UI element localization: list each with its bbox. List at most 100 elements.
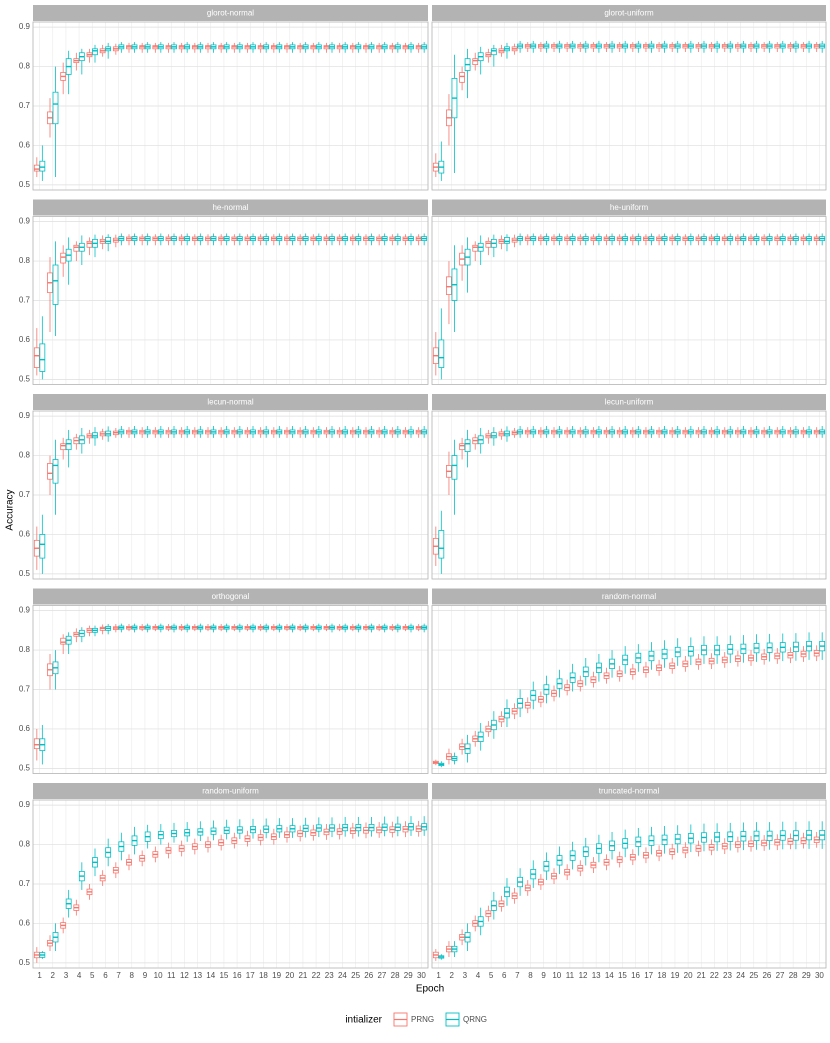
y-tick-label: 0.9	[19, 22, 31, 31]
box	[459, 72, 465, 83]
x-tick-label: 26	[762, 971, 771, 980]
box	[33, 164, 40, 172]
box	[39, 343, 46, 372]
box	[65, 439, 72, 451]
y-tick-label: 0.6	[19, 530, 31, 539]
box	[446, 276, 452, 295]
x-tick-label: 4	[77, 971, 82, 980]
box	[485, 240, 492, 248]
box	[86, 240, 93, 248]
strip-title: glorot-uniform	[604, 9, 654, 18]
x-tick-label: 13	[193, 971, 202, 980]
strip	[432, 783, 826, 799]
y-tick-label: 0.7	[19, 490, 31, 499]
x-tick-label: 1	[37, 971, 42, 980]
box	[60, 443, 67, 451]
x-axis-title: Epoch	[416, 984, 444, 995]
y-tick-label: 0.7	[19, 685, 31, 694]
box	[39, 534, 46, 559]
y-tick-label: 0.9	[19, 217, 31, 226]
panel-border	[431, 410, 827, 580]
box	[52, 459, 59, 484]
x-tick-label: 25	[351, 971, 360, 980]
strip-title: random-normal	[602, 592, 656, 601]
x-tick-label: 14	[206, 971, 215, 980]
box	[47, 463, 53, 480]
strip	[432, 5, 826, 21]
x-tick-label: 30	[815, 971, 824, 980]
x-tick-label: 19	[272, 971, 281, 980]
x-tick-label: 15	[219, 971, 228, 980]
x-tick-label: 20	[684, 971, 693, 980]
box	[464, 439, 471, 453]
strip	[432, 199, 826, 216]
strip-title: he-uniform	[610, 203, 649, 212]
x-tick-label: 26	[364, 971, 373, 980]
legend-label: PRNG	[411, 1015, 434, 1024]
x-tick-label: 18	[259, 971, 268, 980]
x-tick-label: 11	[566, 971, 575, 980]
box	[60, 252, 67, 264]
y-tick-label: 0.7	[19, 101, 31, 110]
strip	[432, 588, 826, 605]
x-tick-label: 22	[312, 971, 321, 980]
x-tick-label: 2	[51, 971, 56, 980]
strip	[33, 394, 428, 410]
x-tick-label: 8	[130, 971, 135, 980]
x-tick-label: 7	[515, 971, 520, 980]
strip-title: lecun-uniform	[605, 398, 654, 407]
x-tick-label: 16	[631, 971, 640, 980]
box	[33, 347, 40, 368]
x-tick-label: 14	[605, 971, 614, 980]
y-tick-label: 0.9	[19, 606, 31, 615]
box	[60, 637, 67, 645]
y-tick-label: 0.7	[19, 879, 31, 888]
box	[472, 58, 479, 65]
panel-border	[431, 216, 827, 385]
strip-title: he-normal	[212, 203, 248, 212]
x-tick-label: 3	[64, 971, 69, 980]
y-tick-label: 0.6	[19, 724, 31, 733]
x-tick-label: 29	[404, 971, 413, 980]
x-tick-label: 29	[802, 971, 811, 980]
box	[472, 244, 479, 252]
x-tick-label: 21	[298, 971, 307, 980]
x-tick-label: 10	[154, 971, 163, 980]
box	[105, 237, 112, 244]
y-tick-label: 0.5	[19, 374, 31, 383]
panel-border	[32, 410, 429, 580]
y-tick-label: 0.6	[19, 919, 31, 928]
strip	[33, 5, 428, 21]
x-tick-label: 20	[285, 971, 294, 980]
x-tick-label: 1	[436, 971, 441, 980]
x-tick-label: 18	[657, 971, 666, 980]
x-tick-label: 27	[776, 971, 785, 980]
y-tick-label: 0.8	[19, 62, 31, 71]
legend-title: intializer	[345, 1015, 382, 1026]
x-tick-label: 21	[697, 971, 706, 980]
strip-title: glorot-normal	[207, 9, 254, 18]
y-tick-label: 0.8	[19, 256, 31, 265]
box	[438, 339, 445, 368]
strip-title: orthogonal	[212, 592, 250, 601]
box	[73, 244, 80, 252]
x-tick-label: 28	[789, 971, 798, 980]
strip-title: truncated-normal	[599, 787, 660, 796]
x-tick-label: 25	[749, 971, 758, 980]
box	[92, 48, 98, 56]
x-tick-label: 6	[502, 971, 507, 980]
box	[438, 530, 445, 559]
box	[52, 264, 59, 305]
x-tick-label: 9	[143, 971, 148, 980]
box	[451, 455, 458, 480]
x-tick-label: 19	[671, 971, 680, 980]
strip-title: random-uniform	[202, 787, 259, 796]
box	[504, 237, 510, 244]
x-tick-label: 23	[723, 971, 732, 980]
x-tick-label: 13	[592, 971, 601, 980]
x-tick-label: 22	[710, 971, 719, 980]
strip	[432, 394, 826, 410]
x-tick-label: 11	[167, 971, 176, 980]
